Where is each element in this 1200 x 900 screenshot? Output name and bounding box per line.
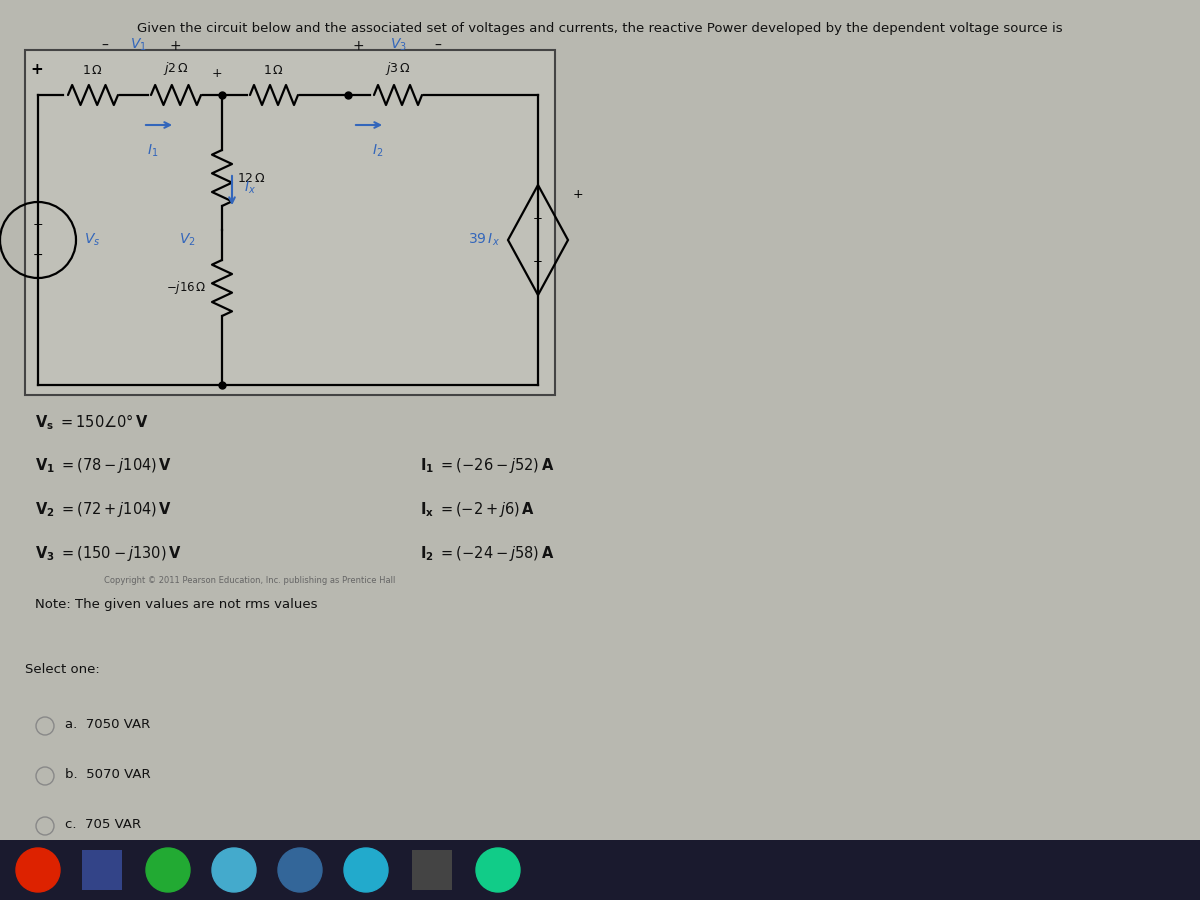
Text: Note: The given values are not rms values: Note: The given values are not rms value… <box>35 598 318 611</box>
Text: Select one:: Select one: <box>25 663 100 676</box>
Text: +: + <box>574 188 583 202</box>
Text: $V_s$: $V_s$ <box>84 232 101 248</box>
Text: $1\,\Omega$: $1\,\Omega$ <box>83 64 103 77</box>
FancyBboxPatch shape <box>412 850 452 890</box>
Text: $V_2$: $V_2$ <box>179 232 196 248</box>
Text: d.  10140 VAR: d. 10140 VAR <box>65 868 158 881</box>
Text: $I_2$: $I_2$ <box>372 143 384 159</box>
Text: Given the circuit below and the associated set of voltages and currents, the rea: Given the circuit below and the associat… <box>137 22 1063 35</box>
Text: +: + <box>32 219 43 231</box>
Text: c.  705 VAR: c. 705 VAR <box>65 818 142 831</box>
Text: $1\,\Omega$: $1\,\Omega$ <box>264 64 284 77</box>
Text: $V_1$: $V_1$ <box>130 37 146 53</box>
FancyBboxPatch shape <box>25 50 554 395</box>
Text: –: – <box>102 39 108 53</box>
FancyBboxPatch shape <box>82 850 122 890</box>
Text: +: + <box>211 67 222 80</box>
Text: $I_1$: $I_1$ <box>148 143 158 159</box>
Text: –: – <box>434 39 442 53</box>
Text: $j2\,\Omega$: $j2\,\Omega$ <box>163 60 188 77</box>
Text: $j3\,\Omega$: $j3\,\Omega$ <box>385 60 410 77</box>
Text: +: + <box>169 39 181 53</box>
Text: $\mathbf{I_1}$ $= (-26 - j52)\,\mathbf{A}$: $\mathbf{I_1}$ $= (-26 - j52)\,\mathbf{A… <box>420 456 554 475</box>
FancyBboxPatch shape <box>0 840 1200 900</box>
Text: +: + <box>30 62 43 77</box>
Text: $\mathbf{V_s}$ $= 150\angle 0°\,\mathbf{V}$: $\mathbf{V_s}$ $= 150\angle 0°\,\mathbf{… <box>35 412 149 432</box>
Circle shape <box>476 848 520 892</box>
Text: $\mathbf{V_2}$ $= (72 + j104)\,\mathbf{V}$: $\mathbf{V_2}$ $= (72 + j104)\,\mathbf{V… <box>35 500 173 519</box>
Circle shape <box>146 848 190 892</box>
Text: +: + <box>352 39 364 53</box>
Text: −: − <box>533 256 542 268</box>
Text: −: − <box>32 248 43 262</box>
Text: +: + <box>533 212 542 224</box>
Text: b.  5070 VAR: b. 5070 VAR <box>65 768 151 781</box>
Text: $39\,I_x$: $39\,I_x$ <box>468 232 500 248</box>
Circle shape <box>344 848 388 892</box>
Text: $\mathbf{V_3}$ $= (150 - j130)\,\mathbf{V}$: $\mathbf{V_3}$ $= (150 - j130)\,\mathbf{… <box>35 544 181 563</box>
Text: $\mathbf{I_x}$ $= (-2 + j6)\,\mathbf{A}$: $\mathbf{I_x}$ $= (-2 + j6)\,\mathbf{A}$ <box>420 500 535 519</box>
Circle shape <box>16 848 60 892</box>
Circle shape <box>278 848 322 892</box>
Text: a.  7050 VAR: a. 7050 VAR <box>65 718 150 731</box>
Text: $\mathbf{I_2}$ $= (-24 - j58)\,\mathbf{A}$: $\mathbf{I_2}$ $= (-24 - j58)\,\mathbf{A… <box>420 544 554 563</box>
Text: Copyright © 2011 Pearson Education, Inc. publishing as Prentice Hall: Copyright © 2011 Pearson Education, Inc.… <box>104 576 396 585</box>
Text: $\mathbf{V_1}$ $= (78 - j104)\,\mathbf{V}$: $\mathbf{V_1}$ $= (78 - j104)\,\mathbf{V… <box>35 456 173 475</box>
Text: $-j16\,\Omega$: $-j16\,\Omega$ <box>167 280 208 296</box>
Circle shape <box>212 848 256 892</box>
Text: $I_x$: $I_x$ <box>244 180 256 196</box>
Text: $12\,\Omega$: $12\,\Omega$ <box>238 172 266 184</box>
Text: $V_3$: $V_3$ <box>390 37 407 53</box>
